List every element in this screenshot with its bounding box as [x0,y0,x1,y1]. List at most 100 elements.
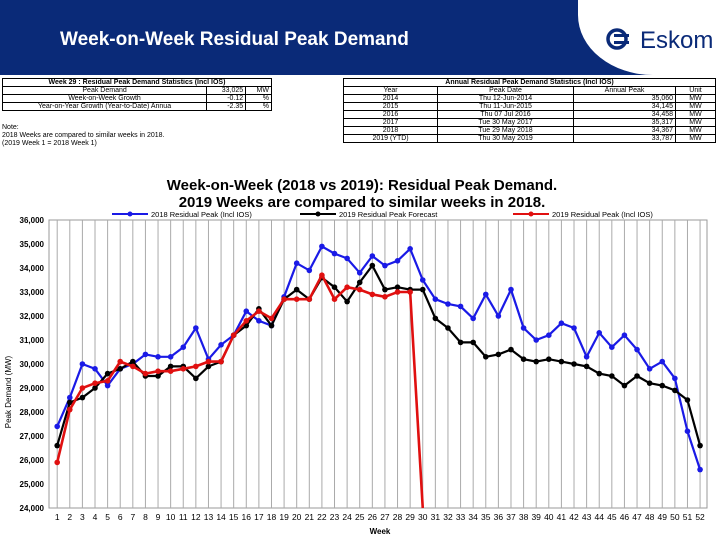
table-cell: Year-on-Year Growth (Year-to-Date) Annua [1,102,208,111]
data-point [482,291,489,298]
data-point [331,250,338,257]
table-cell: Thu 07 Jul 2016 [437,110,574,119]
data-point [142,370,149,377]
x-tick-label: 16 [242,512,252,522]
data-point [596,370,603,377]
y-tick-label: 28,000 [20,408,45,417]
data-point [609,373,615,379]
x-tick-label: 36 [494,512,504,522]
data-point [672,375,678,382]
x-tick-label: 50 [670,512,680,522]
data-point [319,243,325,250]
data-point [684,397,691,403]
data-point [445,301,451,307]
data-point [92,366,98,372]
x-tick-label: 1 [55,512,60,522]
residual-peak-demand-chart: 24,000 25,000 26,000 27,000 28,000 29,000 30,0… [4,177,708,536]
data-point [218,358,224,365]
x-tick-label: 51 [683,512,693,522]
data-point [621,332,628,338]
data-point [155,354,161,360]
data-point [180,366,187,372]
y-tick-label: 32,000 [20,312,45,321]
x-tick-label: 19 [279,512,289,522]
x-tick-label: 26 [368,512,378,522]
data-point [230,332,237,338]
legend-label: 2019 Residual Peak (Incl IOS) [552,210,653,219]
data-point [609,344,615,350]
legend-marker [528,211,534,217]
data-point [558,358,565,365]
x-tick-label: 33 [456,512,466,522]
x-tick-label: 35 [481,512,491,522]
data-point [243,308,250,314]
annual-stats-table: Annual Residual Peak Demand Statistics (… [342,78,716,143]
data-point [659,358,666,365]
legend-label: 2019 Residual Peak Forecast [339,210,438,219]
data-point [533,337,539,343]
y-tick-label: 34,000 [20,264,45,273]
data-point [684,428,691,435]
table-cell: MW [675,110,716,119]
table-cell: Thu 12-Jun-2014 [437,94,574,103]
data-point [457,339,464,346]
data-point [54,442,60,449]
data-point [167,363,174,370]
data-point [646,380,653,386]
data-point [92,385,98,391]
data-point [394,258,401,264]
data-point [319,272,325,278]
page-title: Week-on-Week Residual Peak Demand [60,29,409,50]
x-tick-label: 47 [632,512,642,522]
x-tick-label: 28 [393,512,403,522]
data-point [205,358,212,365]
x-tick-label: 37 [506,512,516,522]
x-tick-label: 32 [443,512,453,522]
data-point [293,296,300,302]
table-cell: 34,145 [572,102,677,111]
y-axis-label: Peak Demand (MW) [4,355,13,428]
data-point [130,363,136,370]
data-point [193,325,199,331]
note-line: (2019 Week 1 = 2018 Week 1) [2,140,97,147]
y-tick-label: 29,000 [20,384,45,393]
data-point [344,298,350,305]
data-point [331,284,338,290]
x-tick-label: 44 [594,512,604,522]
data-point [533,358,539,365]
table-row: Week-on-Week Growth -0.12% [1,94,272,103]
table-cell: -2.35 [206,102,247,111]
table-cell: Thu 11-Jun-2015 [437,102,574,111]
weekly-stats-caption: Week 29 : Residual Peak Demand Statistic… [2,78,272,87]
table-cell: Week-on-Week Growth [1,94,208,103]
company-logo: Eskom [578,0,720,75]
y-tick-label: 24,000 [20,504,45,513]
data-point [306,296,313,302]
data-point [142,351,149,358]
data-point [180,344,187,350]
data-point [508,346,514,353]
table-cell: 33,025 [206,86,247,95]
data-point [193,363,199,370]
x-tick-label: 9 [156,512,161,522]
data-point [281,296,287,302]
data-point [558,320,565,326]
x-tick-label: 27 [380,512,390,522]
data-point [646,366,653,372]
x-tick-label: 41 [557,512,567,522]
data-point [369,291,376,298]
x-tick-label: 29 [405,512,415,522]
data-point [66,406,73,413]
x-tick-label: 17 [254,512,264,522]
x-tick-label: 12 [191,512,201,522]
data-point [306,267,313,274]
data-point [369,253,376,259]
eskom-emblem-icon [606,28,629,50]
x-tick-label: 39 [531,512,541,522]
data-point [356,286,363,293]
table-cell: MW [675,102,716,111]
data-point [256,318,262,324]
data-point [546,332,552,338]
table-row: 2014 Thu 12-Jun-2014 35,060 MW [342,94,716,103]
y-tick-label: 31,000 [20,336,45,345]
